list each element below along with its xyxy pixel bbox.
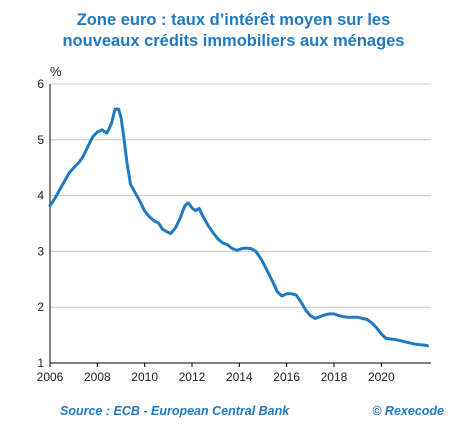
x-tick-label: 2014 <box>226 370 253 384</box>
chart-title-line-2: nouveaux crédits immobiliers aux ménages <box>62 32 405 50</box>
y-tick-label: 4 <box>37 189 44 203</box>
copyright-note: © Rexecode <box>372 404 444 418</box>
x-tick-label: 2020 <box>368 370 395 384</box>
x-tick-label: 2012 <box>179 370 206 384</box>
x-tick-label: 2010 <box>131 370 158 384</box>
x-tick-label: 2008 <box>84 370 111 384</box>
chart-title: Zone euro : taux d’intérêt moyen sur les… <box>0 10 467 52</box>
x-tick-label: 2016 <box>273 370 300 384</box>
source-note: Source : ECB - European Central Bank <box>60 404 290 418</box>
y-axis-unit-label: % <box>50 64 62 79</box>
y-tick-label: 6 <box>37 77 44 91</box>
x-tick-label: 2018 <box>321 370 348 384</box>
series-line <box>48 107 429 348</box>
y-tick-label: 5 <box>37 133 44 147</box>
y-tick-label: 2 <box>37 300 44 314</box>
y-tick-label: 1 <box>37 356 44 370</box>
y-tick-label: 3 <box>37 244 44 258</box>
chart-title-line-1: Zone euro : taux d’intérêt moyen sur les <box>76 11 391 29</box>
x-tick-label: 2006 <box>37 370 64 384</box>
